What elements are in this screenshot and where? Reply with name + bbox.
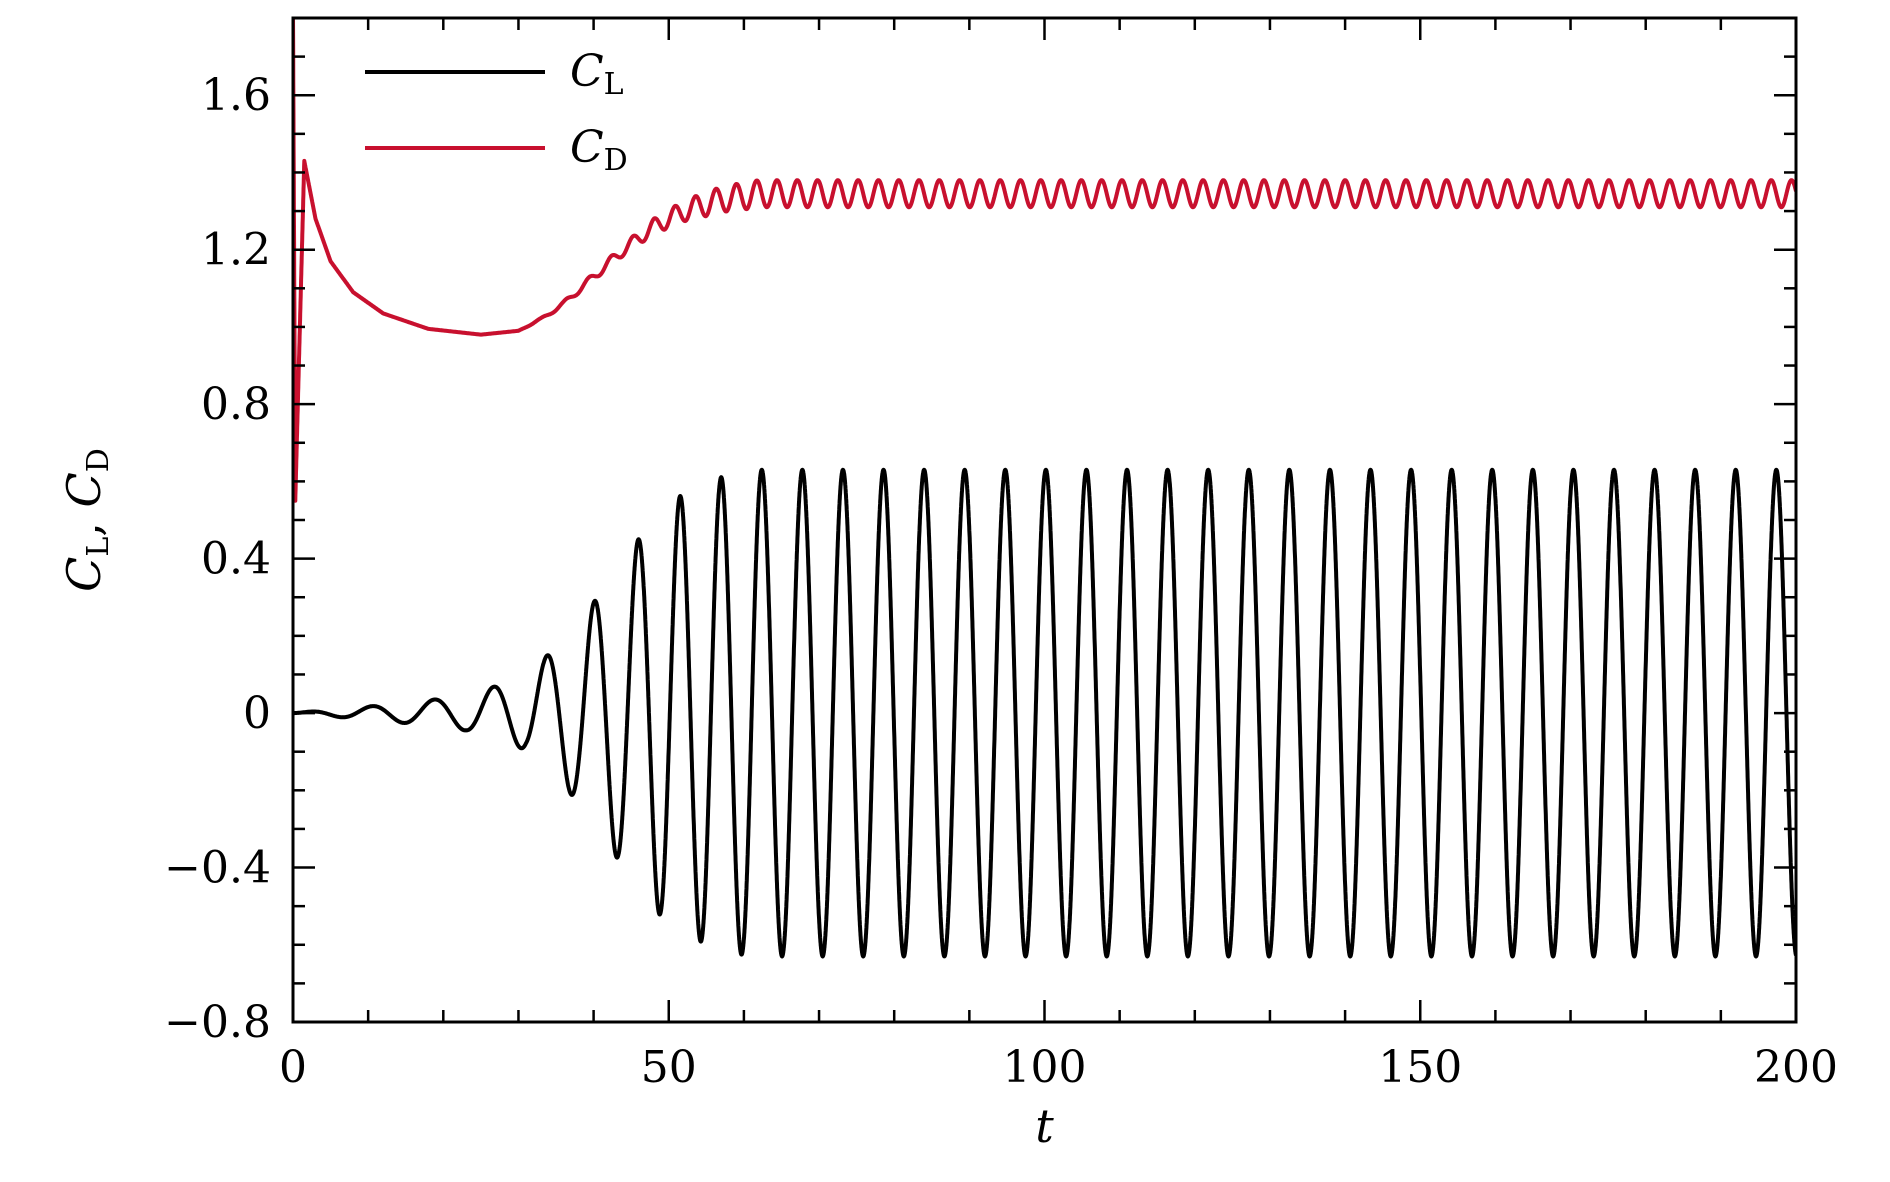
y-tick-label: 0.8 [201, 379, 271, 430]
x-axis-label: t [1035, 1099, 1054, 1153]
x-tick-label: 150 [1378, 1042, 1462, 1093]
x-tick-labels: 0 50 100 150 200 [279, 1042, 1838, 1093]
y-axis-label: CL, CD [57, 448, 116, 592]
y-tick-label: 0.4 [201, 534, 271, 585]
legend: CL CD [365, 46, 628, 178]
series-cl-line [293, 467, 1796, 959]
y-tick-label: −0.4 [164, 843, 271, 894]
y-label-sub-d: D [81, 448, 116, 472]
x-tick-label: 0 [279, 1042, 307, 1093]
y-tick-label: 1.2 [201, 225, 271, 276]
y-label-c1: C [57, 557, 111, 592]
y-label-c2: C [57, 472, 111, 507]
ticks-layer [291, 16, 1798, 1024]
legend-label-cd: CD [570, 122, 628, 178]
series-cd-line [293, 18, 1796, 503]
legend-label-cl: CL [570, 46, 624, 102]
x-tick-label: 50 [641, 1042, 697, 1093]
y-tick-label: 0 [243, 688, 271, 739]
series-layer [293, 18, 1796, 959]
y-label-sub-l: L [81, 537, 116, 557]
y-tick-label: −0.8 [164, 997, 271, 1048]
x-tick-label: 200 [1754, 1042, 1838, 1093]
plot-frame [291, 16, 1798, 1024]
y-label-sep: , [57, 507, 111, 536]
y-tick-labels: −0.8 −0.4 0 0.4 0.8 1.2 1.6 [164, 70, 271, 1048]
x-tick-label: 100 [1003, 1042, 1087, 1093]
y-tick-label: 1.6 [201, 70, 271, 121]
